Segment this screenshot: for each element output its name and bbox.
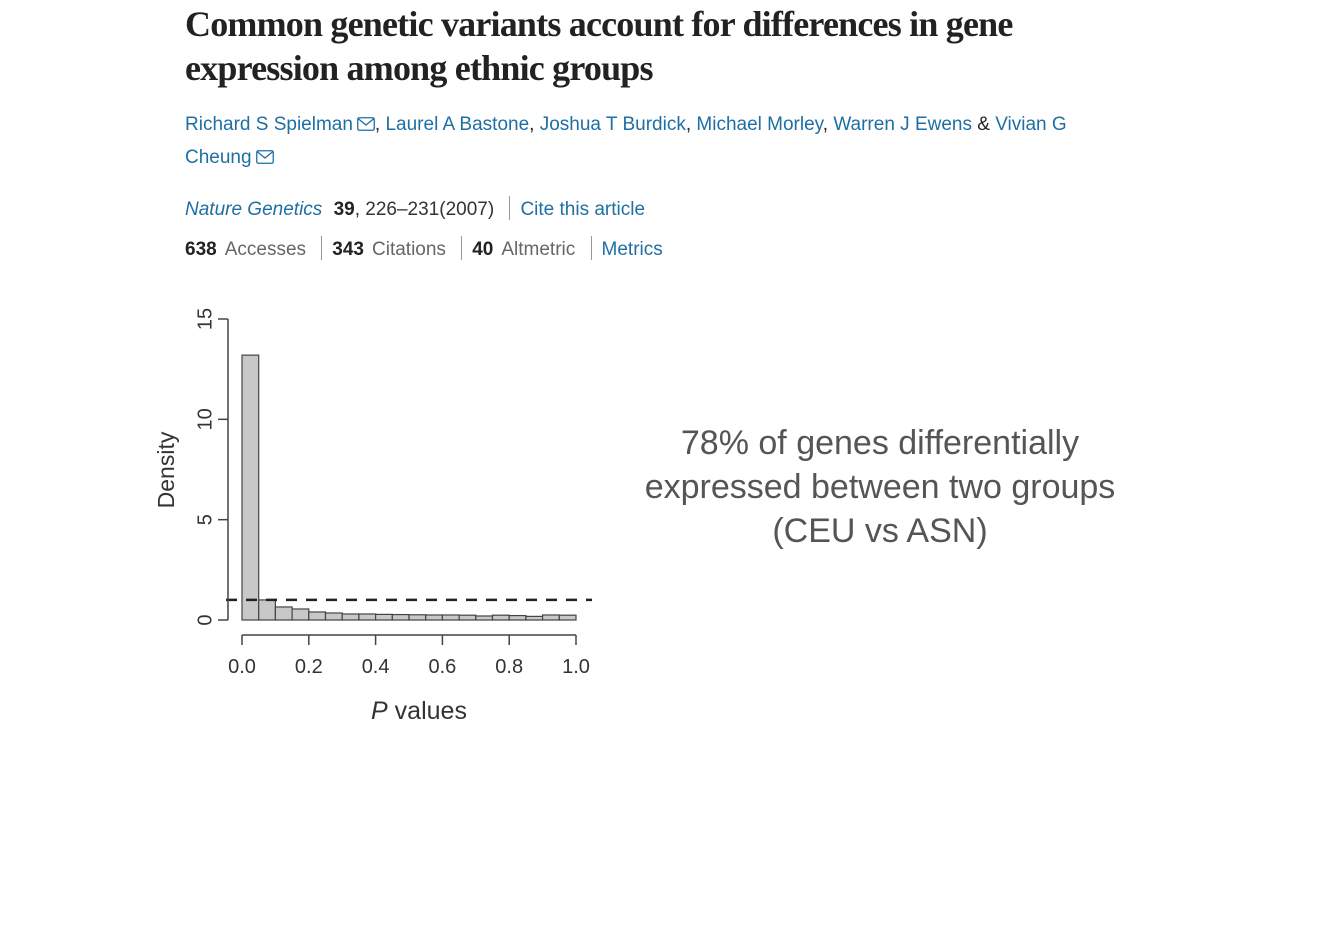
- author-link[interactable]: Joshua T Burdick: [539, 114, 686, 135]
- divider: [461, 236, 463, 260]
- histogram-bar: [391, 613, 410, 621]
- divider: [590, 236, 592, 260]
- x-axis-label-italic: P: [371, 697, 388, 725]
- author-link[interactable]: Warren J Ewens: [833, 114, 972, 135]
- divider: [321, 236, 323, 260]
- accesses-label: Accesses: [224, 239, 307, 260]
- histogram-bar: [241, 354, 260, 621]
- author-link[interactable]: Laurel A Bastone: [385, 114, 530, 135]
- author-separator: ,: [529, 114, 540, 135]
- x-axis-label-text: values: [388, 697, 467, 725]
- histogram-bar: [324, 612, 343, 621]
- journal-name-link[interactable]: Nature Genetics: [185, 199, 323, 220]
- author-separator: &: [971, 114, 996, 135]
- citations-label: Citations: [372, 239, 446, 260]
- pvalue-histogram: 0 5 10 15 0.0 0.2 0.4 0.6 0.8 1.0 P values Density: [153, 308, 592, 725]
- x-tick-label: 1.0: [562, 656, 590, 678]
- histogram-bar: [308, 611, 327, 621]
- figure-caption: 78% of genes differentially expressed be…: [620, 421, 1140, 553]
- x-tick-label: 0.8: [495, 656, 523, 678]
- histogram-bar: [542, 614, 560, 621]
- histogram-bar: [491, 614, 510, 621]
- altmetric-label: Altmetric: [501, 239, 576, 260]
- article-title: Common genetic variants account for diff…: [185, 4, 1013, 88]
- accesses-count: 638: [185, 239, 217, 260]
- histogram-bar: [425, 614, 444, 621]
- histogram-bar: [375, 613, 393, 621]
- journal-pages: , 226–231: [354, 199, 440, 220]
- citations-count: 343: [332, 239, 364, 260]
- author-link[interactable]: Vivian G Cheung: [185, 114, 1067, 168]
- histogram-bar: [558, 614, 577, 621]
- x-tick-label: 0.2: [295, 656, 323, 678]
- histogram-bar: [525, 615, 544, 621]
- author-separator: ,: [822, 114, 834, 135]
- histogram-bar: [358, 613, 377, 621]
- histogram-bar: [274, 606, 293, 621]
- cite-this-article-link[interactable]: Cite this article: [520, 199, 646, 220]
- article-metrics: 638 Accesses 343 Citations 40 Altmetric Met…: [185, 236, 663, 264]
- caption-line-1: 78% of genes differentially: [680, 424, 1080, 462]
- histogram-bar: [341, 613, 360, 621]
- y-tick-label: 5: [194, 514, 216, 525]
- author-separator: ,: [685, 114, 697, 135]
- histogram-bar: [258, 599, 276, 621]
- x-axis-label: P values: [371, 697, 467, 725]
- x-tick-label: 0.6: [428, 656, 456, 678]
- envelope-icon[interactable]: [357, 117, 375, 131]
- author-link[interactable]: Michael Morley: [696, 114, 823, 135]
- y-tick-label: 0: [194, 614, 216, 625]
- author-list: Richard S Spielman, Laurel A Bastone, Jo…: [185, 108, 1095, 174]
- histogram-bar: [441, 614, 460, 621]
- histogram-bar: [291, 608, 310, 621]
- histogram-bar: [408, 614, 427, 621]
- y-axis-label: Density: [153, 431, 179, 508]
- x-tick-label: 0.0: [228, 656, 256, 678]
- author-separator: ,: [374, 114, 386, 135]
- caption-line-3: (CEU vs ASN): [772, 512, 988, 550]
- y-tick-label: 15: [194, 308, 216, 330]
- divider: [509, 196, 511, 220]
- envelope-icon[interactable]: [255, 150, 274, 164]
- altmetric-count: 40: [472, 239, 494, 260]
- author-link[interactable]: Richard S Spielman: [185, 114, 353, 135]
- y-tick-label: 10: [194, 408, 216, 430]
- caption-line-2: expressed between two groups: [644, 468, 1116, 506]
- metrics-link[interactable]: Metrics: [601, 239, 663, 260]
- histogram-bar: [458, 614, 477, 621]
- journal-year: (2007): [439, 199, 495, 220]
- histogram-bar: [475, 615, 494, 621]
- x-tick-label: 0.4: [362, 656, 390, 678]
- histogram-bar: [508, 614, 527, 621]
- citation-line: Nature Genetics 39, 226–231(2007) Cite t…: [185, 196, 645, 224]
- journal-volume: 39: [333, 199, 355, 220]
